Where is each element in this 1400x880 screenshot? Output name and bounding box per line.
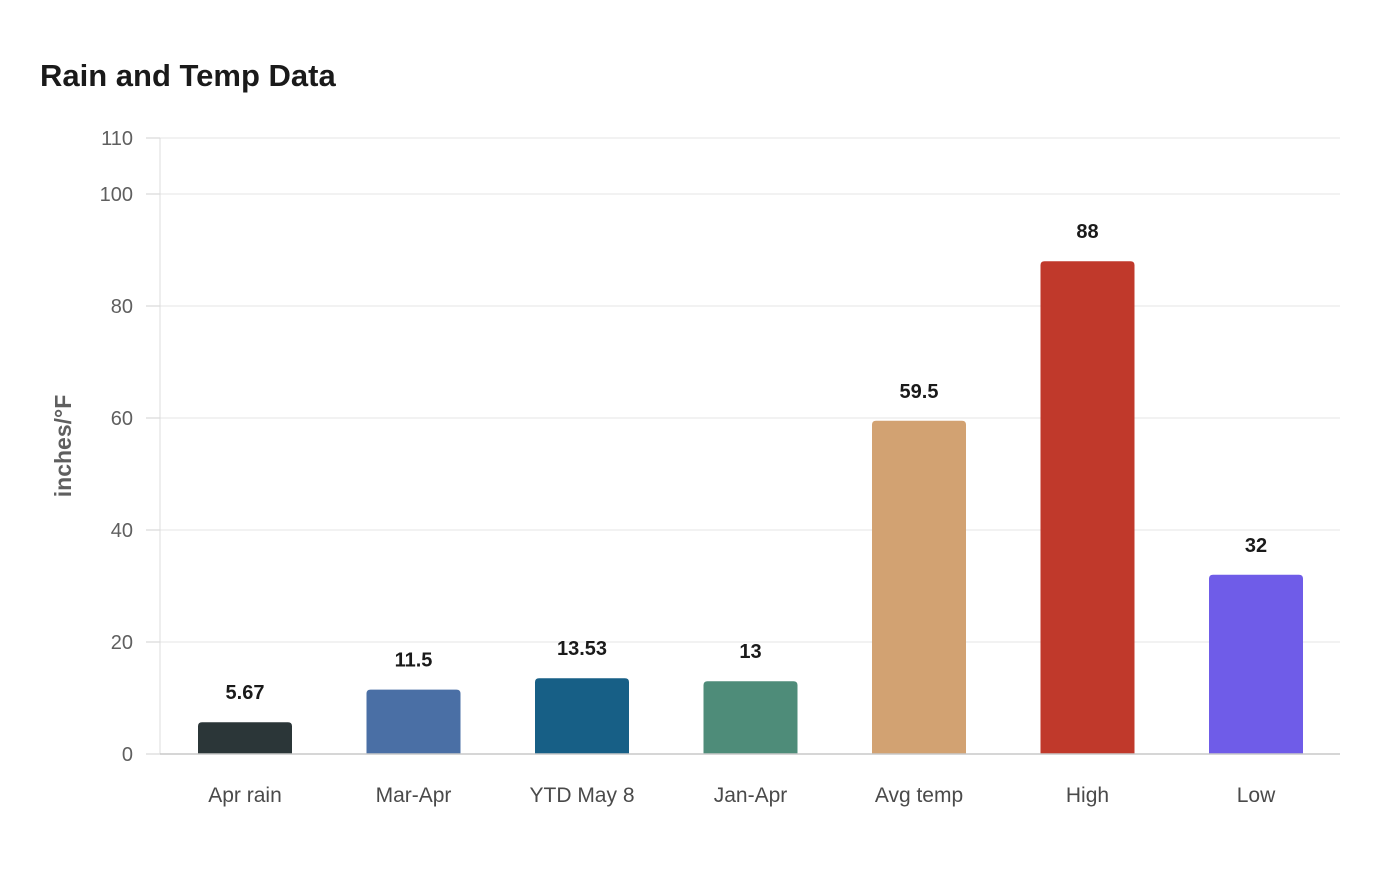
- value-label: 88: [1076, 221, 1098, 243]
- value-label: 5.67: [226, 682, 265, 704]
- chart-title: Rain and Temp Data: [40, 58, 336, 93]
- x-tick-label: Jan-Apr: [714, 784, 788, 807]
- bar-jan-apr: [703, 681, 798, 754]
- y-tick-label: 110: [101, 128, 133, 150]
- value-label: 59.5: [900, 381, 939, 403]
- bar-apr-rain: [198, 722, 292, 754]
- value-label: 13.53: [557, 638, 607, 660]
- y-tick-label: 40: [111, 520, 133, 542]
- x-tick-label: Mar-Apr: [376, 784, 452, 807]
- x-tick-label: YTD May 8: [529, 784, 634, 807]
- x-tick-label: Apr rain: [208, 784, 282, 807]
- y-tick-label: 100: [100, 184, 133, 206]
- value-label: 13: [739, 641, 761, 663]
- bar-ytd-may-8: [535, 678, 629, 754]
- x-axis-ticks: Apr rain Mar-Apr YTD May 8 Jan-Apr Avg temp H…: [208, 784, 1276, 807]
- y-tick-label: 20: [111, 632, 133, 654]
- x-tick-label: Avg temp: [875, 784, 963, 807]
- bar-mar-apr: [366, 689, 461, 754]
- bar-high: [1040, 261, 1135, 754]
- gridlines: [160, 137, 1340, 643]
- x-tick-label: High: [1066, 784, 1109, 807]
- bar-low: [1209, 574, 1303, 754]
- y-axis-ticks: 0 20 40 60 80 100 110: [100, 128, 160, 766]
- value-labels: 5.67 11.5 13.53 13 59.5 88 32: [226, 221, 1268, 704]
- bar-avg-temp: [872, 420, 966, 754]
- bars: [198, 261, 1303, 754]
- y-tick-label: 0: [122, 744, 133, 766]
- value-label: 11.5: [395, 650, 433, 672]
- y-tick-label: 80: [111, 296, 133, 318]
- value-label: 32: [1245, 535, 1267, 557]
- y-axis-title: inches/°F: [50, 395, 76, 498]
- y-tick-label: 60: [111, 408, 133, 430]
- x-tick-label: Low: [1237, 784, 1276, 807]
